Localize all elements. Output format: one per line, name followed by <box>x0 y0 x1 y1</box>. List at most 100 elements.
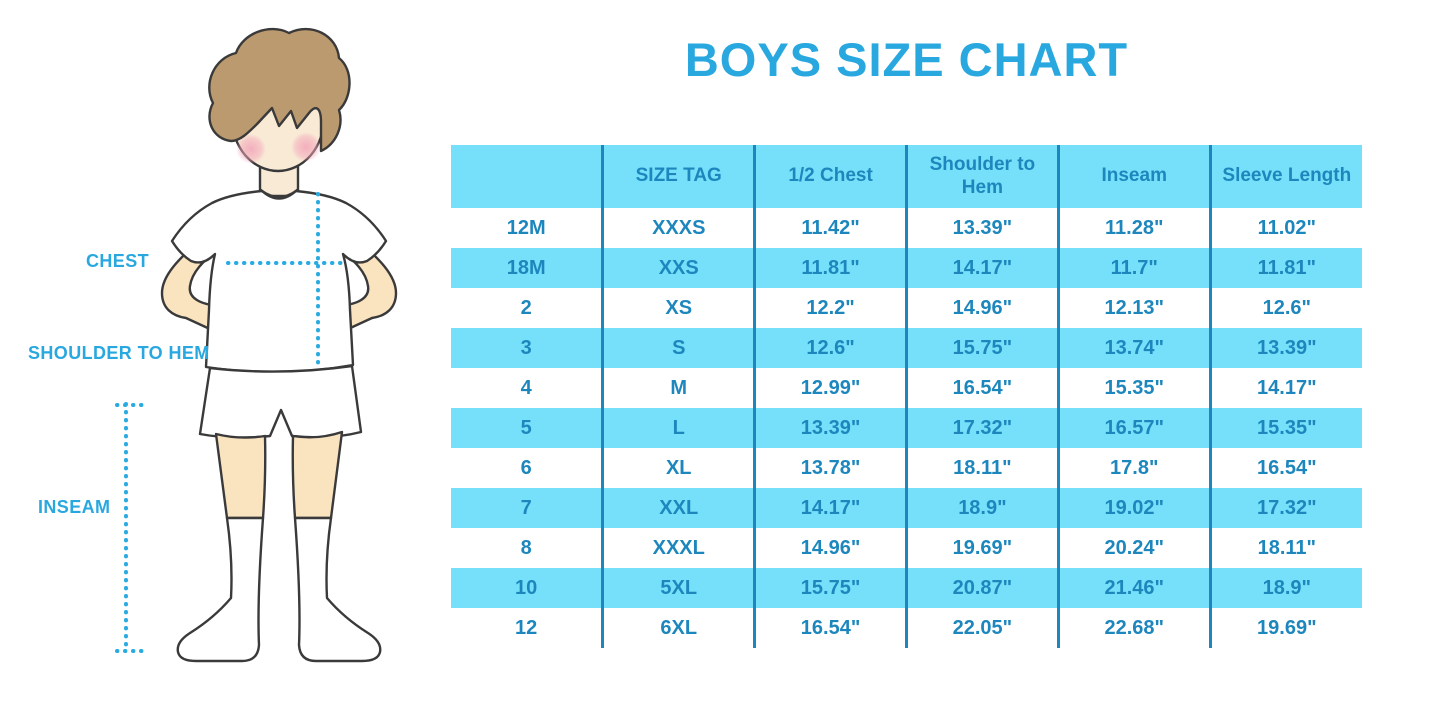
boy-left-sock <box>176 516 265 663</box>
boy-figure-illustration <box>115 27 398 663</box>
size-table: SIZE TAG 1/2 Chest Shoulder to Hem Inseam Sl… <box>451 145 1362 648</box>
table-cell: 13.74" <box>1058 328 1212 368</box>
table-cell: XS <box>602 288 757 328</box>
table-cell: 18M <box>451 248 605 288</box>
table-cell: 2 <box>451 288 605 328</box>
table-cell: 13.39" <box>754 408 908 448</box>
table-cell: XL <box>602 448 757 488</box>
table-cell: 11.81" <box>754 248 908 288</box>
table-cell: 6 <box>451 448 605 488</box>
table-cell: 5XL <box>602 568 757 608</box>
table-cell: XXS <box>602 248 757 288</box>
table-cell: 3 <box>451 328 605 368</box>
table-cell: 15.75" <box>906 328 1060 368</box>
boy-collar <box>259 188 299 200</box>
table-row: 5 L 13.39" 17.32" 16.57" 15.35" <box>451 408 1362 448</box>
table-body: 12M XXXS 11.42" 13.39" 11.28" 11.02" 18M XXS 11.… <box>451 208 1362 648</box>
column-header: Shoulder to Hem <box>906 145 1060 208</box>
table-row: 12 6XL 16.54" 22.05" 22.68" 19.69" <box>451 608 1362 648</box>
table-cell: 17.32" <box>906 408 1060 448</box>
table-cell: 12.6" <box>1210 288 1362 328</box>
table-cell: 11.42" <box>754 208 908 248</box>
table-cell: XXL <box>602 488 757 528</box>
table-cell: 12 <box>451 608 605 648</box>
table-cell: 15.75" <box>754 568 908 608</box>
table-cell: 5 <box>451 408 605 448</box>
table-cell: 4 <box>451 368 605 408</box>
table-cell: 19.69" <box>906 528 1060 568</box>
boy-right-sock <box>293 516 382 663</box>
table-cell: L <box>602 408 757 448</box>
boy-blush-right <box>291 132 321 162</box>
table-cell: 16.54" <box>1210 448 1362 488</box>
table-cell: 17.32" <box>1210 488 1362 528</box>
table-cell: 14.17" <box>754 488 908 528</box>
boy-blush-left <box>236 134 266 164</box>
table-row: 12M XXXS 11.42" 13.39" 11.28" 11.02" <box>451 208 1362 248</box>
table-cell: 14.17" <box>906 248 1060 288</box>
table-cell: 13.39" <box>1210 328 1362 368</box>
table-cell: 16.54" <box>754 608 908 648</box>
table-row: 4 M 12.99" 16.54" 15.35" 14.17" <box>451 368 1362 408</box>
shoulder-to-hem-label: SHOULDER TO HEM <box>28 343 210 363</box>
table-cell: S <box>602 328 757 368</box>
table-row: 2 XS 12.2" 14.96" 12.13" 12.6" <box>451 288 1362 328</box>
table-cell: 15.35" <box>1210 408 1362 448</box>
table-cell: 14.17" <box>1210 368 1362 408</box>
table-cell: 22.68" <box>1058 608 1212 648</box>
chest-label: CHEST <box>86 251 150 271</box>
table-cell: 12.13" <box>1058 288 1212 328</box>
table-cell: 20.87" <box>906 568 1060 608</box>
table-cell: 15.35" <box>1058 368 1212 408</box>
table-cell: 11.81" <box>1210 248 1362 288</box>
table-row: 10 5XL 15.75" 20.87" 21.46" 18.9" <box>451 568 1362 608</box>
table-cell: 19.02" <box>1058 488 1212 528</box>
table-cell: 14.96" <box>754 528 908 568</box>
table-cell: 12.6" <box>754 328 908 368</box>
table-cell: 19.69" <box>1210 608 1362 648</box>
table-cell: 18.9" <box>906 488 1060 528</box>
table-cell: 11.02" <box>1210 208 1362 248</box>
table-cell: 18.11" <box>1210 528 1362 568</box>
table-cell: 11.7" <box>1058 248 1212 288</box>
table-row: 3 S 12.6" 15.75" 13.74" 13.39" <box>451 328 1362 368</box>
column-header: Sleeve Length <box>1210 145 1362 208</box>
boy-shorts <box>198 364 363 439</box>
table-cell: 11.28" <box>1058 208 1212 248</box>
table-row: 7 XXL 14.17" 18.9" 19.02" 17.32" <box>451 488 1362 528</box>
column-header: 1/2 Chest <box>754 145 908 208</box>
table-cell: 12M <box>451 208 605 248</box>
column-header: Inseam <box>1058 145 1212 208</box>
table-header-row: SIZE TAG 1/2 Chest Shoulder to Hem Inseam Sl… <box>451 145 1362 208</box>
table-cell: XXXL <box>602 528 757 568</box>
table-cell: 12.99" <box>754 368 908 408</box>
boy-right-leg <box>291 430 344 520</box>
table-cell: 20.24" <box>1058 528 1212 568</box>
table-cell: 13.39" <box>906 208 1060 248</box>
table-row: 8 XXXL 14.96" 19.69" 20.24" 18.11" <box>451 528 1362 568</box>
table-cell: XXXS <box>602 208 757 248</box>
table-row: 6 XL 13.78" 18.11" 17.8" 16.54" <box>451 448 1362 488</box>
boy-left-leg <box>214 432 267 520</box>
boy-hair <box>208 27 351 153</box>
table-cell: 13.78" <box>754 448 908 488</box>
table-cell: 22.05" <box>906 608 1060 648</box>
table-cell: 14.96" <box>906 288 1060 328</box>
column-header <box>451 145 605 208</box>
page-title: BOYS SIZE CHART <box>684 33 1129 86</box>
table-cell: 8 <box>451 528 605 568</box>
column-header: SIZE TAG <box>602 145 757 208</box>
table-cell: M <box>602 368 757 408</box>
table-cell: 21.46" <box>1058 568 1212 608</box>
table-cell: 12.2" <box>754 288 908 328</box>
table-cell: 16.54" <box>906 368 1060 408</box>
table-cell: 6XL <box>602 608 757 648</box>
table-row: 18M XXS 11.81" 14.17" 11.7" 11.81" <box>451 248 1362 288</box>
inseam-label: INSEAM <box>38 497 111 517</box>
table-cell: 18.11" <box>906 448 1060 488</box>
table-cell: 18.9" <box>1210 568 1362 608</box>
table-cell: 17.8" <box>1058 448 1212 488</box>
table-cell: 7 <box>451 488 605 528</box>
table-cell: 16.57" <box>1058 408 1212 448</box>
